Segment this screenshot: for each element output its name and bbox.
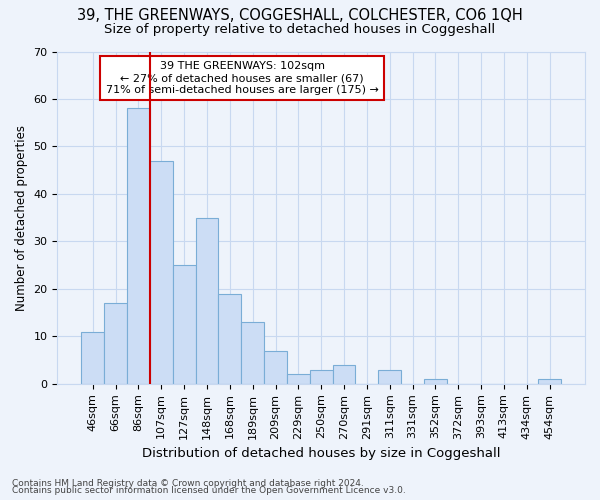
Bar [538, 379, 561, 384]
Bar [173, 265, 196, 384]
Text: Contains public sector information licensed under the Open Government Licence v3: Contains public sector information licen… [12, 486, 406, 495]
Bar [264, 350, 287, 384]
Bar [241, 322, 264, 384]
Bar [332, 365, 355, 384]
Bar [150, 160, 173, 384]
Text: Contains HM Land Registry data © Crown copyright and database right 2024.: Contains HM Land Registry data © Crown c… [12, 478, 364, 488]
Text: 39, THE GREENWAYS, COGGESHALL, COLCHESTER, CO6 1QH: 39, THE GREENWAYS, COGGESHALL, COLCHESTE… [77, 8, 523, 22]
Bar [127, 108, 150, 384]
Bar [379, 370, 401, 384]
Bar [104, 303, 127, 384]
Text: 39 THE GREENWAYS: 102sqm
← 27% of detached houses are smaller (67)
71% of semi-d: 39 THE GREENWAYS: 102sqm ← 27% of detach… [106, 62, 379, 94]
Bar [310, 370, 332, 384]
Bar [82, 332, 104, 384]
Y-axis label: Number of detached properties: Number of detached properties [15, 124, 28, 310]
Bar [287, 374, 310, 384]
Text: Size of property relative to detached houses in Coggeshall: Size of property relative to detached ho… [104, 22, 496, 36]
Bar [196, 218, 218, 384]
X-axis label: Distribution of detached houses by size in Coggeshall: Distribution of detached houses by size … [142, 447, 500, 460]
Bar [218, 294, 241, 384]
Bar [424, 379, 447, 384]
